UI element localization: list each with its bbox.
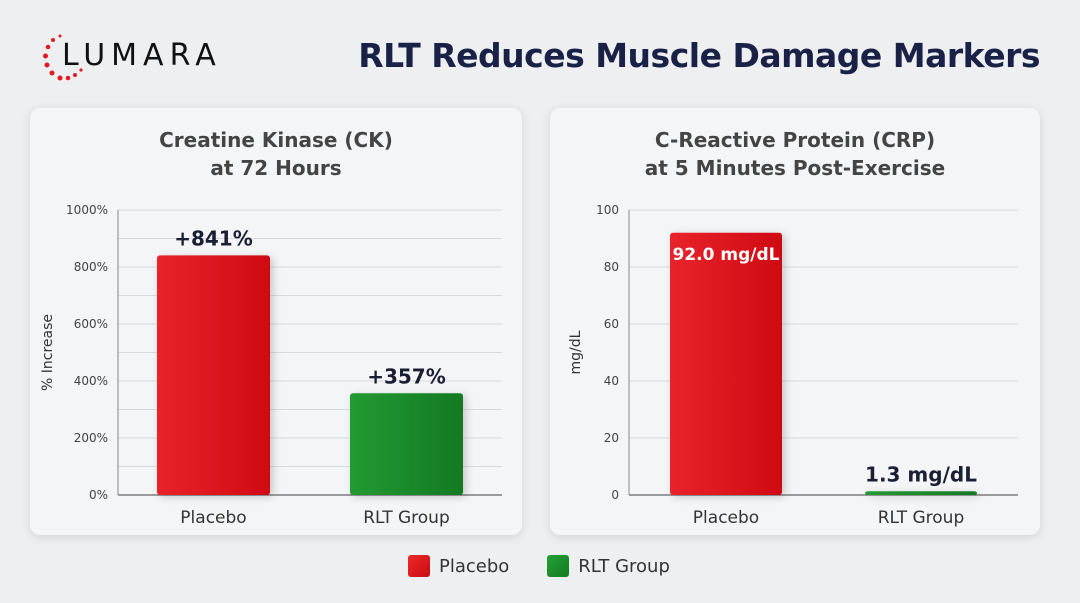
page-title: RLT Reduces Muscle Damage Markers — [358, 36, 1040, 75]
ck-bar-chart: 0% 200% 400% 600% 800% 1000% % Increase +841% Pl… — [40, 203, 502, 528]
legend-item-rlt: RLT Group — [547, 555, 670, 577]
crp-subtitle: at 5 Minutes Post-Exercise — [644, 156, 946, 180]
logo-text: LUMARA — [62, 38, 222, 73]
y-axis-label: % Increase — [40, 314, 56, 391]
bar-placebo — [670, 232, 782, 496]
ck-subtitle: at 72 Hours — [210, 156, 342, 180]
y-tick-label: 200% — [74, 431, 108, 445]
x-tick-label: Placebo — [180, 508, 246, 528]
logo-dots-icon — [43, 34, 83, 81]
bar-rlt-group — [865, 491, 977, 495]
lumara-logo: LUMARA — [42, 30, 232, 86]
ck-chart-title: Creatine Kinase (CK) at 72 Hours — [30, 126, 522, 182]
y-tick-label: 800% — [74, 260, 108, 274]
y-tick-label: 0% — [89, 488, 108, 502]
crp-chart-card: C-Reactive Protein (CRP) at 5 Minutes Po… — [550, 108, 1040, 535]
crp-chart-title: C-Reactive Protein (CRP) at 5 Minutes Po… — [550, 126, 1040, 182]
y-axis-label: mg/dL — [568, 330, 584, 374]
x-tick-label: Placebo — [693, 508, 759, 528]
legend: Placebo RLT Group — [408, 555, 708, 577]
legend-item-placebo: Placebo — [408, 555, 509, 577]
placebo-swatch — [408, 555, 430, 577]
y-tick-label: 600% — [74, 317, 108, 331]
y-tick-label: 0 — [611, 488, 619, 502]
data-label: 92.0 mg/dL — [673, 245, 780, 265]
y-tick-label: 20 — [604, 431, 619, 445]
y-tick-label: 80 — [604, 260, 619, 274]
data-label: +357% — [367, 364, 446, 388]
y-tick-label: 400% — [74, 374, 108, 388]
ck-chart-card: Creatine Kinase (CK) at 72 Hours 0% 200% 4… — [30, 108, 522, 535]
data-label: 1.3 mg/dL — [865, 462, 977, 486]
legend-label: Placebo — [439, 555, 510, 577]
legend-label: RLT Group — [578, 555, 670, 577]
x-tick-label: RLT Group — [878, 508, 965, 528]
y-tick-label: 40 — [604, 374, 619, 388]
rlt-swatch — [547, 555, 570, 577]
bar-rlt-group — [350, 393, 463, 495]
bar-placebo — [157, 255, 270, 495]
data-label: +841% — [174, 226, 253, 250]
crp-title: C-Reactive Protein (CRP) — [654, 128, 936, 152]
x-tick-label: RLT Group — [363, 508, 450, 528]
ck-title: Creatine Kinase (CK) — [159, 128, 393, 152]
crp-bar-chart: 0 20 40 60 80 100 mg/dL 92.0 mg/dL Placebo 1.3 mg… — [568, 203, 1018, 528]
y-tick-label: 1000% — [66, 203, 108, 217]
y-tick-label: 100 — [596, 203, 619, 217]
y-tick-label: 60 — [604, 317, 619, 331]
